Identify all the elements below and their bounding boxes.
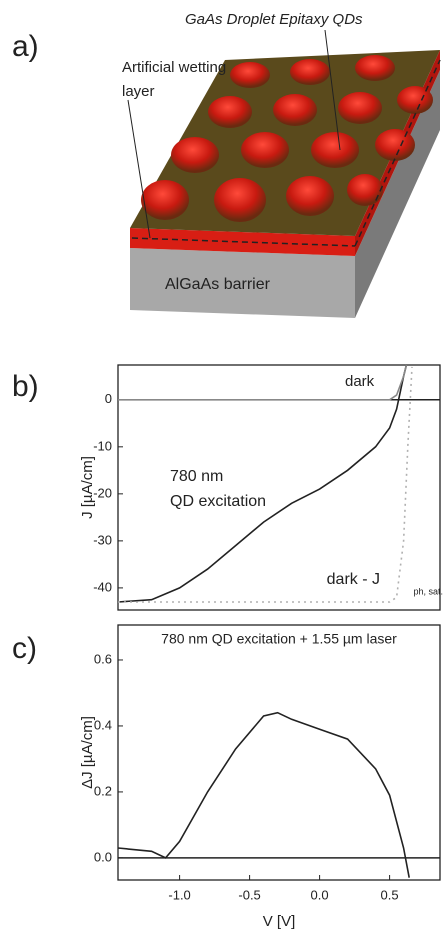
annotation: dark - J <box>327 571 380 588</box>
panel-label: a) <box>12 30 39 63</box>
x-tick-label: -1.0 <box>168 887 190 902</box>
annotation: ph, sat. <box>413 586 443 596</box>
interface-line <box>354 59 441 247</box>
y-tick-label: -10 <box>93 438 112 453</box>
data-line <box>118 364 408 401</box>
label: AlGaAs barrier <box>165 276 271 293</box>
annotation: QD excitation <box>170 493 266 510</box>
chart-title: 780 nm QD excitation + 1.55 µm laser <box>161 631 397 647</box>
label: Artificial wetting <box>122 59 226 76</box>
y-tick-label: -20 <box>93 485 112 500</box>
y-tick-label: 0.0 <box>94 849 112 864</box>
y-tick-label: 0.2 <box>94 783 112 798</box>
sample-diagram: GaAs Droplet Epitaxy QDs Artificial wett… <box>122 11 441 318</box>
data-line <box>117 364 408 603</box>
annotation: dark <box>345 373 375 390</box>
plot-frame <box>117 624 441 881</box>
panel-label: b) <box>12 370 39 403</box>
label: layer <box>122 83 155 100</box>
x-tick-label: -0.5 <box>238 887 260 902</box>
y-axis-label: ΔJ [µA/cm] <box>79 716 96 789</box>
plot-frame <box>117 364 441 611</box>
data-line <box>118 366 413 603</box>
label: GaAs Droplet Epitaxy QDs <box>185 11 363 28</box>
y-tick-label: 0 <box>105 391 112 406</box>
panel-label: c) <box>12 632 37 665</box>
barrier-front <box>130 248 355 318</box>
y-tick-label: -30 <box>93 532 112 547</box>
y-axis-label: J [µA/cm] <box>79 456 96 519</box>
annotation: 780 nm <box>170 468 223 485</box>
x-axis-label: V [V] <box>263 913 296 930</box>
y-tick-label: 0.4 <box>94 717 112 732</box>
quantum-dots <box>141 55 433 222</box>
data-line <box>117 711 410 878</box>
x-tick-label: 0.0 <box>311 887 329 902</box>
pointer <box>127 99 151 239</box>
interface-line <box>131 237 356 247</box>
x-tick-label: 0.5 <box>381 887 399 902</box>
barrier-side <box>355 70 440 318</box>
y-tick-label: -40 <box>93 579 112 594</box>
y-tick-label: 0.6 <box>94 651 112 666</box>
pointer <box>324 29 341 151</box>
